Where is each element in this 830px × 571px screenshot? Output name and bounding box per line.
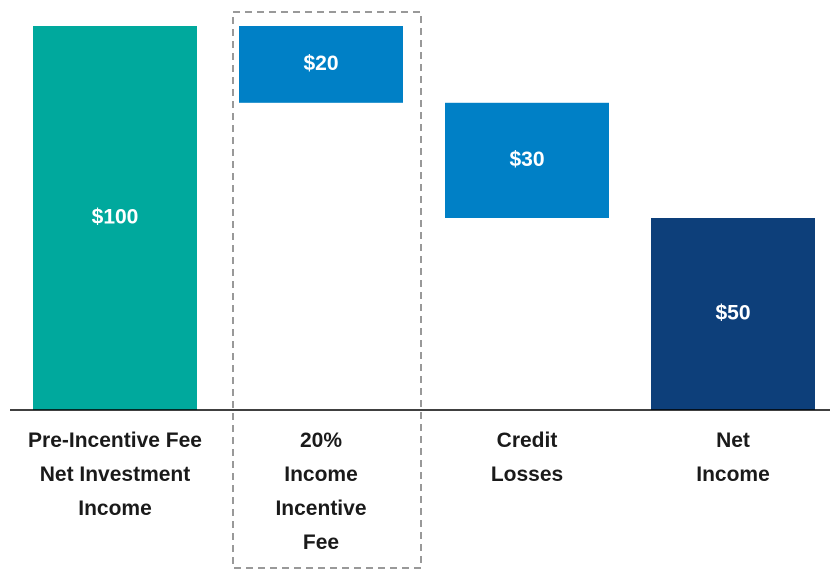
value-label: $20: [303, 52, 338, 75]
bar: [239, 26, 403, 103]
bar: [33, 26, 197, 410]
value-label: $30: [509, 148, 544, 171]
value-label: $50: [715, 302, 750, 325]
category-label: Net Income: [696, 429, 770, 486]
category-label: Pre-Incentive Fee Net Investment Income: [28, 429, 202, 520]
category-label: 20% Income Incentive Fee: [275, 429, 367, 554]
bar: [651, 218, 815, 410]
category-label: Credit Losses: [490, 429, 564, 486]
bar: [445, 102, 609, 218]
value-label: $100: [92, 206, 139, 229]
